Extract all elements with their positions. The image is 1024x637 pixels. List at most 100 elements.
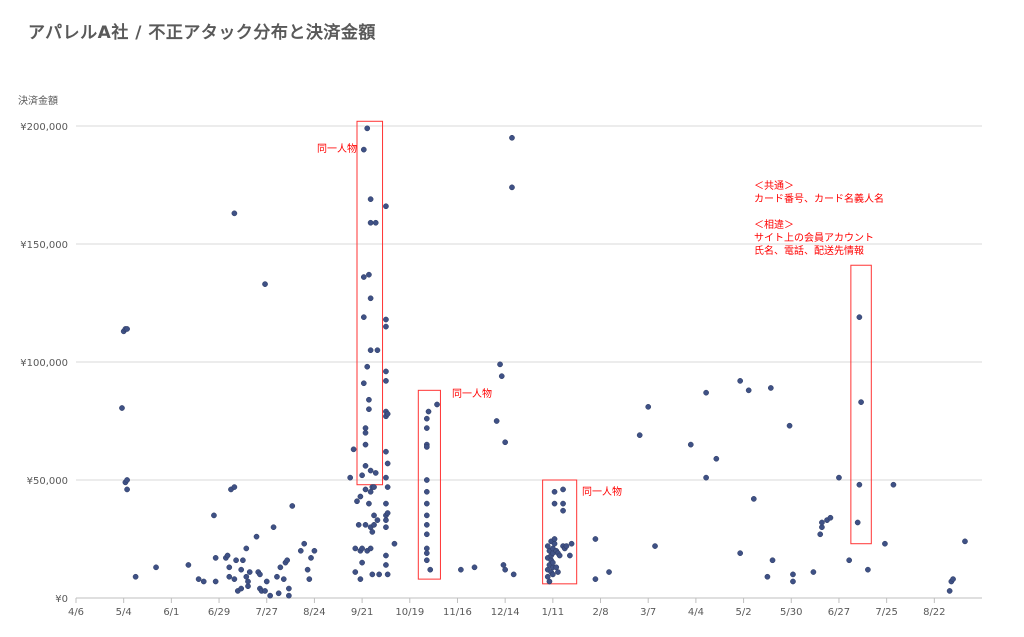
data-point <box>119 405 125 411</box>
data-point <box>286 585 292 592</box>
data-point <box>383 448 389 455</box>
data-point <box>257 571 263 578</box>
data-point <box>226 564 233 571</box>
data-point <box>372 219 379 226</box>
annotations: 同一人物同一人物同一人物＜共通＞カード番号、カード名義人名＜相違＞サイト上の会員… <box>317 142 884 498</box>
data-point <box>500 562 507 568</box>
data-points <box>119 125 968 599</box>
chart-title: アパレルA社 / 不正アタック分布と決済金額 <box>28 23 376 43</box>
data-point <box>509 134 515 141</box>
data-point <box>357 493 364 500</box>
data-point <box>262 588 268 594</box>
data-point <box>350 446 357 453</box>
data-point <box>546 578 553 585</box>
data-point <box>423 550 430 557</box>
data-point <box>384 510 391 516</box>
data-point <box>497 361 503 368</box>
annotation-label: 同一人物 <box>452 387 492 400</box>
data-point <box>551 500 558 507</box>
data-point <box>560 507 566 514</box>
data-point <box>132 573 139 580</box>
data-point <box>233 557 239 564</box>
data-point <box>308 555 314 561</box>
data-point <box>502 566 509 573</box>
data-point <box>856 481 863 488</box>
data-point <box>592 536 599 542</box>
data-point <box>502 439 509 446</box>
data-point <box>367 545 374 552</box>
y-tick-label: ¥0 <box>55 594 68 605</box>
data-point <box>563 543 570 549</box>
highlight-box <box>417 389 441 580</box>
data-point <box>243 545 250 552</box>
y-tick-label: ¥50,000 <box>27 476 68 487</box>
data-point <box>352 569 359 575</box>
data-point <box>383 552 389 559</box>
x-tick-label: 7/27 <box>256 607 278 618</box>
data-point <box>592 576 599 582</box>
highlight-boxes <box>356 120 872 585</box>
data-point <box>301 540 308 547</box>
data-point <box>865 566 871 573</box>
data-point <box>212 578 219 585</box>
data-point <box>124 486 130 493</box>
data-point <box>423 557 430 564</box>
data-point <box>355 521 362 528</box>
data-point <box>286 592 292 599</box>
x-tick-label: 3/7 <box>640 607 656 618</box>
data-point <box>124 326 130 332</box>
data-point <box>555 569 561 575</box>
data-point <box>423 425 430 431</box>
data-point <box>359 545 365 552</box>
data-point <box>423 415 430 422</box>
data-point <box>383 316 389 323</box>
data-point <box>383 378 389 384</box>
data-point <box>238 585 245 592</box>
data-point <box>124 477 130 483</box>
data-point <box>790 578 796 585</box>
data-point <box>280 576 287 582</box>
data-point <box>366 406 372 413</box>
data-point <box>360 314 367 321</box>
annotation-note-line: 氏名、電話、配送先情報 <box>754 244 864 257</box>
x-tick-label: 6/27 <box>828 607 850 618</box>
data-point <box>289 503 296 509</box>
data-point <box>836 474 842 481</box>
x-tick-label: 11/16 <box>443 607 472 618</box>
data-point <box>498 373 505 380</box>
data-point <box>549 559 556 566</box>
data-point <box>362 429 369 436</box>
data-point <box>745 387 752 394</box>
data-point <box>200 578 207 585</box>
data-point <box>357 576 364 582</box>
annotation-label: 同一人物 <box>582 485 622 498</box>
data-point <box>767 385 774 391</box>
data-point <box>245 583 251 590</box>
data-point <box>882 540 888 547</box>
data-point <box>510 571 517 578</box>
data-point <box>231 576 238 582</box>
data-point <box>950 576 956 582</box>
data-point <box>195 576 202 582</box>
data-point <box>366 271 372 278</box>
data-point <box>645 403 652 410</box>
data-point <box>367 488 374 495</box>
data-point <box>367 219 374 226</box>
data-point <box>606 569 612 575</box>
annotation-note-line: サイト上の会員アカウント <box>754 231 874 244</box>
data-point <box>360 380 367 387</box>
data-point <box>383 524 389 531</box>
data-point <box>231 210 238 217</box>
x-tick-label: 12/14 <box>491 607 520 618</box>
x-tick-label: 9/21 <box>351 607 373 618</box>
data-point <box>367 196 374 203</box>
data-point <box>549 571 556 578</box>
data-point <box>153 564 159 571</box>
data-point <box>703 474 709 481</box>
data-point <box>423 444 430 450</box>
data-point <box>854 519 861 526</box>
annotation-label: 同一人物 <box>317 142 357 155</box>
x-tick-label: 7/25 <box>875 607 897 618</box>
annotation-note-line: カード番号、カード名義人名 <box>754 192 884 205</box>
